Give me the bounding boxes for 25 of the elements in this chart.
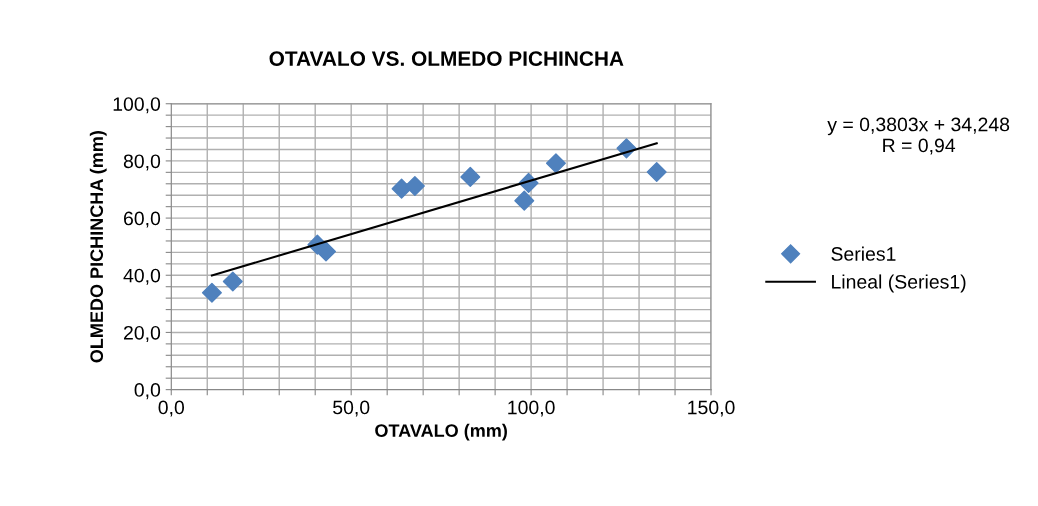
legend-label: Lineal (Series1) [832, 274, 966, 293]
y-tick-label: 0,0 [134, 383, 161, 400]
point [404, 176, 425, 197]
y-tick-label: 60,0 [124, 211, 161, 228]
x-tick-label: 50,0 [333, 400, 370, 417]
legend-label: Series1 [831, 246, 896, 261]
y-tick-label: 20,0 [123, 325, 161, 342]
y-tick-label: 80,0 [123, 154, 161, 171]
x-tick-label: 150,0 [688, 400, 735, 417]
point [460, 166, 481, 187]
point [391, 178, 412, 199]
y-tick-label: 40,0 [123, 268, 161, 285]
x-tick-label: 100,0 [508, 400, 555, 417]
y-axis-title: OLMEDO PICHINCHA (mm) [89, 131, 107, 363]
point [222, 271, 243, 292]
point [545, 153, 566, 174]
point [201, 282, 222, 303]
chart-title: OTAVALO VS. OLMEDO PICHINCHA [269, 51, 624, 66]
x-tick-label: 0,0 [158, 400, 185, 417]
text: y = 0,3803x + 34,248 R = 0,94 [827, 117, 1010, 155]
point [646, 162, 667, 183]
y-tick-label: 100,0 [113, 97, 161, 114]
point [315, 241, 337, 262]
point [514, 190, 535, 211]
x-axis-title: OTAVALO (mm) [375, 423, 507, 441]
